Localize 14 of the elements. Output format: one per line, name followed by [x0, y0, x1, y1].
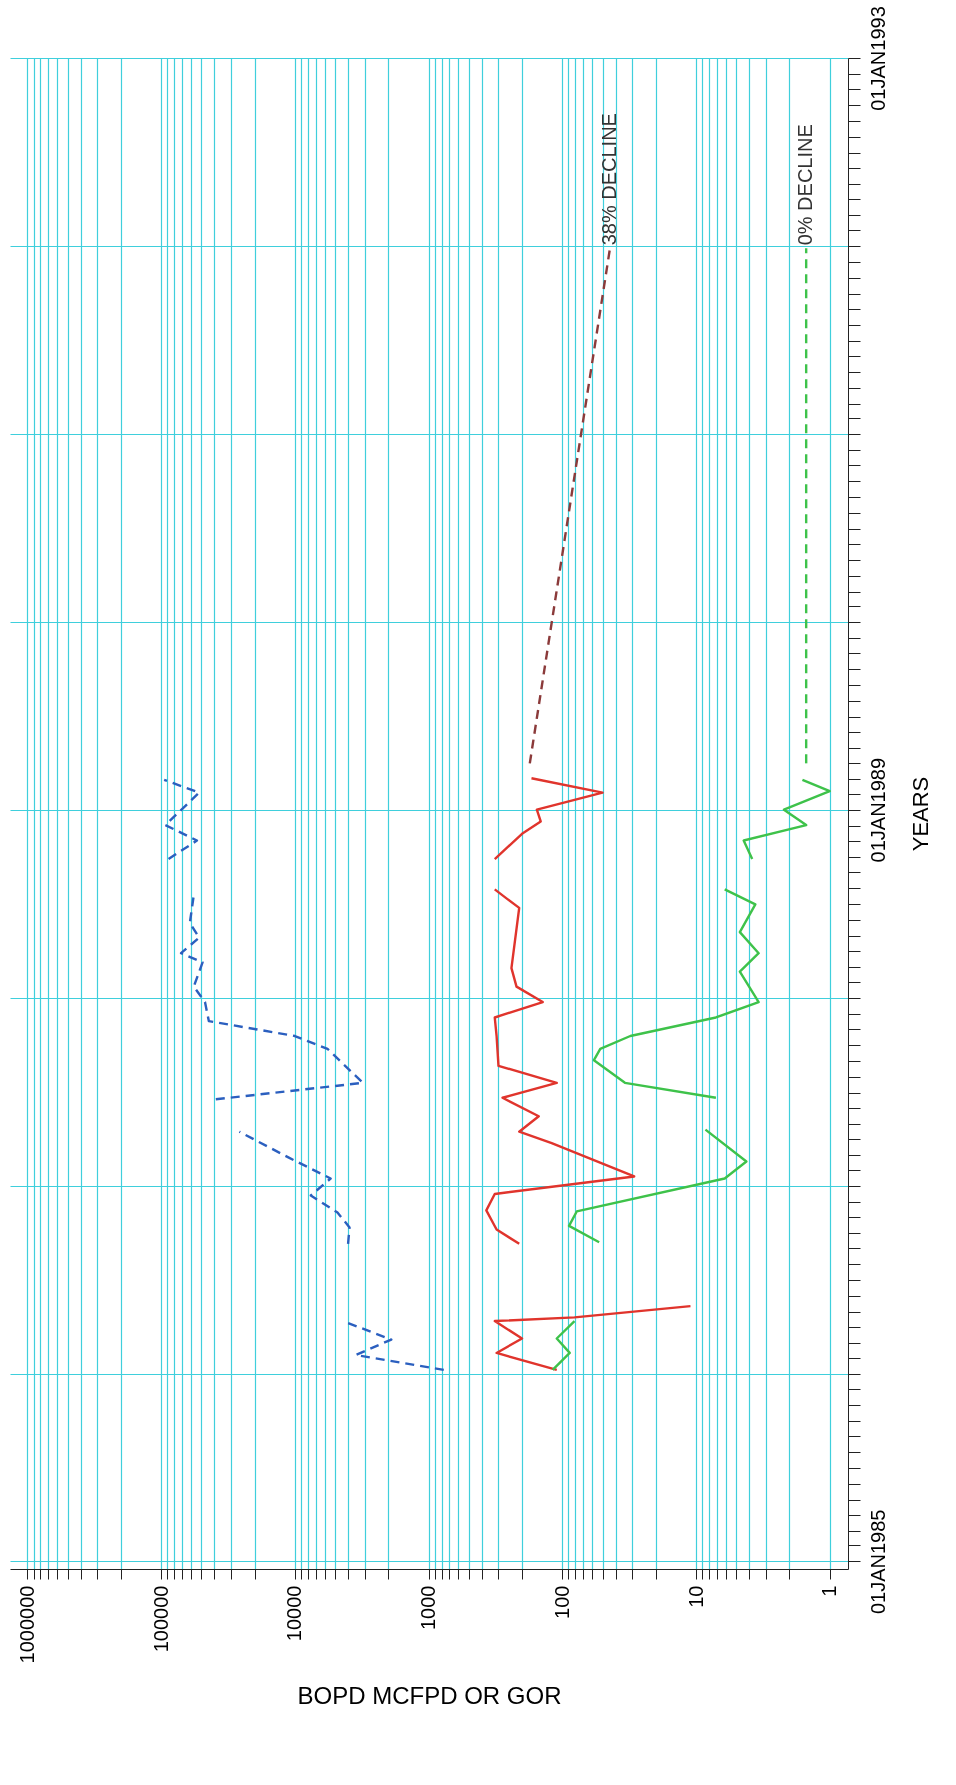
y-tick-label: 01JAN1993 — [866, 6, 889, 111]
annotation: 38% DECLINE — [597, 113, 620, 246]
x-tick-label: 1000 — [417, 1585, 440, 1630]
x-tick-label: 1 — [818, 1585, 841, 1597]
x-tick-label: 100000 — [149, 1585, 172, 1653]
x-tick-label: 10 — [684, 1585, 707, 1608]
x-axis-title: BOPD MCFPD OR GOR — [297, 1682, 562, 1710]
x-tick-label: 10000 — [283, 1585, 306, 1642]
annotation: 0% DECLINE — [794, 124, 817, 246]
x-tick-label: 100 — [550, 1585, 573, 1619]
y-tick-label: 01JAN1989 — [866, 757, 889, 863]
y-axis-title: YEARS — [907, 776, 933, 852]
y-tick-label: 01JAN1985 — [866, 1509, 889, 1615]
x-tick-label: 1000000 — [15, 1585, 38, 1664]
